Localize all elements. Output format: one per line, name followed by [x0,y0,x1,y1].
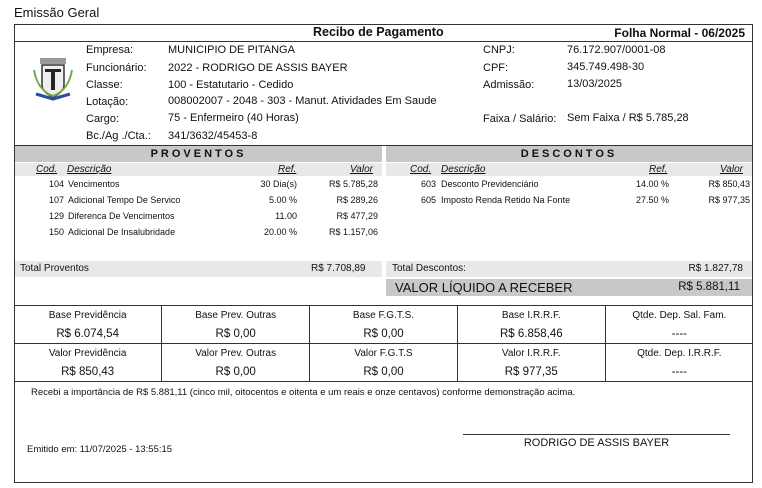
descontos-header: DESCONTOS [386,146,752,162]
summary-value: R$ 6.858,46 [456,324,606,344]
summary-value: R$ 850,43 [14,362,163,382]
declaration-text: Recebi a importância de R$ 5.881,11 (cin… [31,387,576,398]
page-title: Emissão Geral [14,5,100,20]
summary-label: Base Previdência [14,305,163,325]
valor-liquido-label: VALOR LÍQUIDO A RECEBER [395,280,573,295]
empresa-value: MUNICIPIO DE PITANGA [168,44,295,56]
proventos-row-valor: R$ 1.157,06 [328,227,378,237]
summary-label: Valor Prev. Outras [161,343,311,363]
classe-value: 100 - Estatutario - Cedido [168,79,294,91]
proventos-row-desc: Diferenca De Vencimentos [68,211,175,221]
cnpj-label: CNPJ: [483,44,515,56]
summary-label: Valor I.R.R.F. [456,343,606,363]
summary-value: R$ 0,00 [309,324,458,344]
proventos-col-desc: Descrição [67,164,112,175]
banco-label: Bc./Ag ./Cta.: [86,130,151,142]
receipt [14,24,753,483]
emission-date: Emitido em: 11/07/2025 - 13:55:15 [27,444,173,455]
proventos-row-valor: R$ 5.785,28 [328,179,378,189]
empresa-label: Empresa: [86,44,134,56]
banco-value: 341/3632/45453-8 [168,130,258,142]
summary-value: R$ 0,00 [309,362,458,382]
descontos-row-ref: 27.50 % [635,195,669,205]
proventos-row-cod: 150 [48,227,64,237]
classe-label: Classe: [86,79,123,91]
lotacao-value: 008002007 - 2048 - 303 - Manut. Atividad… [168,95,437,107]
summary-value: R$ 977,35 [456,362,606,382]
funcionario-label: Funcionário: [86,62,147,74]
total-descontos-label: Total Descontos: [392,263,466,274]
descontos-col-ref: Ref. [649,164,668,175]
summary-value: ---- [604,324,753,344]
proventos-row-valor: R$ 289,26 [336,195,378,205]
proventos-row-desc: Adicional De Insalubridade [68,227,176,237]
descontos-row-cod: 605 [420,195,436,205]
proventos-col-cod: Cod. [36,164,58,175]
faixa-label: Faixa / Salário: [483,113,557,125]
descontos-col-valor: Valor [720,164,743,175]
total-proventos-value: R$ 7.708,89 [311,263,366,274]
summary-label: Valor Previdência [14,343,163,363]
descontos-row-cod: 603 [420,179,436,189]
proventos-col-ref: Ref. [278,164,297,175]
proventos-row-ref: 11.00 [275,211,297,221]
bases-table: Base Previdência Base Prev. Outras Base F.… [14,305,753,382]
summary-label: Base F.G.T.S. [309,305,458,325]
total-descontos-value: R$ 1.827,78 [688,263,744,274]
proventos-row-cod: 107 [48,195,64,205]
signature-name: RODRIGO DE ASSIS BAYER [523,437,670,449]
valor-liquido-value: R$ 5.881,11 [678,281,740,293]
cargo-label: Cargo: [86,113,120,125]
summary-value: R$ 0,00 [161,362,311,382]
faixa-value: Sem Faixa / R$ 5.785,28 [567,112,689,124]
summary-label: Base Prev. Outras [161,305,311,325]
descontos-row-valor: R$ 977,35 [708,195,750,205]
cargo-value: 75 - Enfermeiro (40 Horas) [168,112,299,124]
summary-value: ---- [604,362,753,382]
admissao-label: Admissão: [483,79,535,91]
descontos-row-valor: R$ 850,43 [708,179,750,189]
cpf-value: 345.749.498-30 [567,61,645,73]
descontos-row-desc: Imposto Renda Retido Na Fonte [441,195,571,205]
admissao-value: 13/03/2025 [567,78,623,90]
summary-label: Base I.R.R.F. [456,305,606,325]
municipal-coat-of-arms-logo [33,58,73,101]
proventos-row-ref: 5.00 % [268,195,297,205]
summary-label: Valor F.G.T.S [309,343,458,363]
proventos-row-ref: 30 Dia(s) [260,179,297,189]
summary-label: Qtde. Dep. I.R.R.F. [604,343,753,363]
lotacao-label: Lotação: [86,96,129,108]
proventos-header: PROVENTOS [15,146,382,162]
summary-label: Qtde. Dep. Sal. Fam. [604,305,753,325]
cpf-label: CPF: [483,62,509,74]
proventos-col-valor: Valor [350,164,373,175]
descontos-col-cod: Cod. [410,164,432,175]
proventos-row-ref: 20.00 % [263,227,297,237]
summary-value: R$ 6.074,54 [14,324,163,344]
cnpj-value: 76.172.907/0001-08 [567,44,666,56]
receipt-title: Recibo de Pagamento [313,25,444,39]
total-proventos-label: Total Proventos [20,263,89,274]
proventos-row-cod: 104 [48,179,64,189]
proventos-row-cod: 129 [48,211,64,221]
folha-label: Folha Normal - 06/2025 [614,26,745,40]
descontos-row-ref: 14.00 % [635,179,669,189]
summary-value: R$ 0,00 [161,324,311,344]
proventos-row-valor: R$ 477,29 [336,211,378,221]
descontos-row-desc: Desconto Previdenciário [441,179,539,189]
proventos-row-desc: Adicional Tempo De Servico [68,195,181,205]
proventos-row-desc: Vencimentos [68,179,120,189]
descontos-col-desc: Descrição [441,164,486,175]
funcionario-value: 2022 - RODRIGO DE ASSIS BAYER [168,62,348,74]
